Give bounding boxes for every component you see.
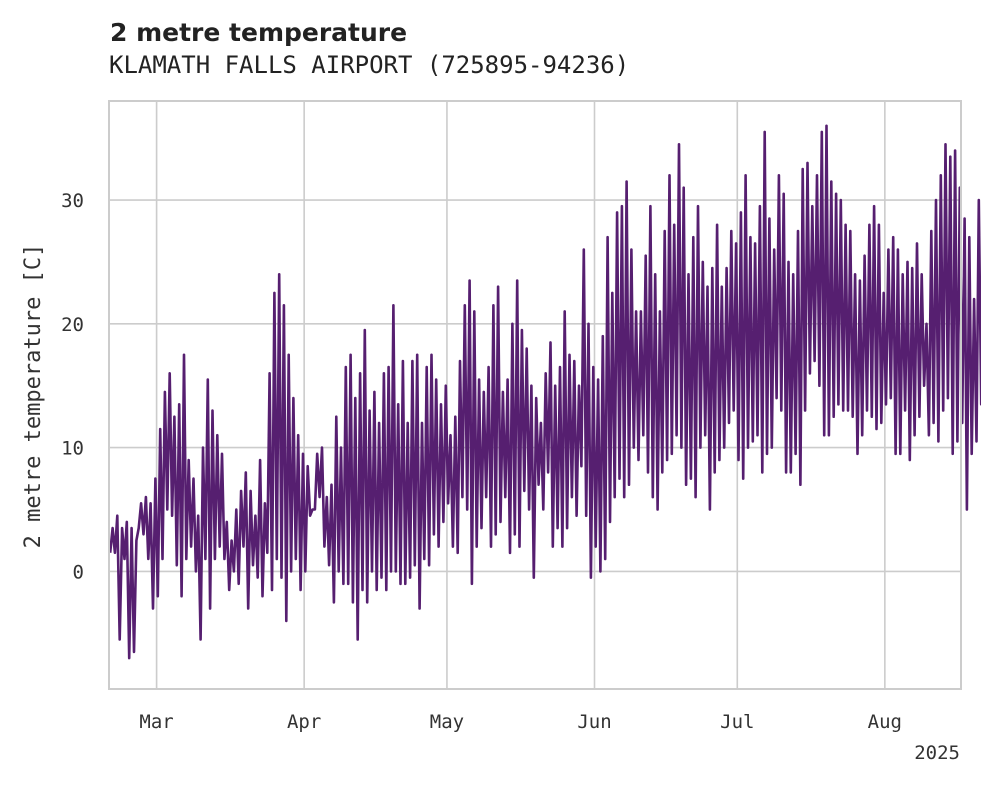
temperature-series bbox=[108, 124, 981, 660]
y-axis-ticks: 0 10 20 30 bbox=[61, 190, 84, 583]
x-tick-label: Jul bbox=[720, 711, 754, 733]
x-tick-label: Apr bbox=[287, 711, 321, 733]
x-tick-label: Jun bbox=[577, 711, 611, 733]
x-tick-label: Aug bbox=[868, 711, 902, 733]
y-axis-label: 2 metre temperature [C] bbox=[21, 244, 46, 549]
x-axis-year-label: 2025 bbox=[914, 742, 960, 764]
y-tick-label: 30 bbox=[61, 190, 84, 212]
y-tick-label: 10 bbox=[61, 438, 84, 460]
plot-frame bbox=[108, 100, 962, 690]
chart-title: 2 metre temperature bbox=[110, 18, 407, 47]
chart-subtitle: KLAMATH FALLS AIRPORT (725895-94236) bbox=[109, 51, 629, 79]
x-axis-ticks: Mar Apr May Jun Jul Aug bbox=[139, 711, 902, 733]
x-tick-label: Mar bbox=[139, 711, 173, 733]
y-tick-label: 20 bbox=[61, 314, 84, 336]
x-tick-label: May bbox=[430, 711, 464, 733]
y-tick-label: 0 bbox=[73, 561, 84, 583]
temperature-line bbox=[108, 124, 981, 660]
